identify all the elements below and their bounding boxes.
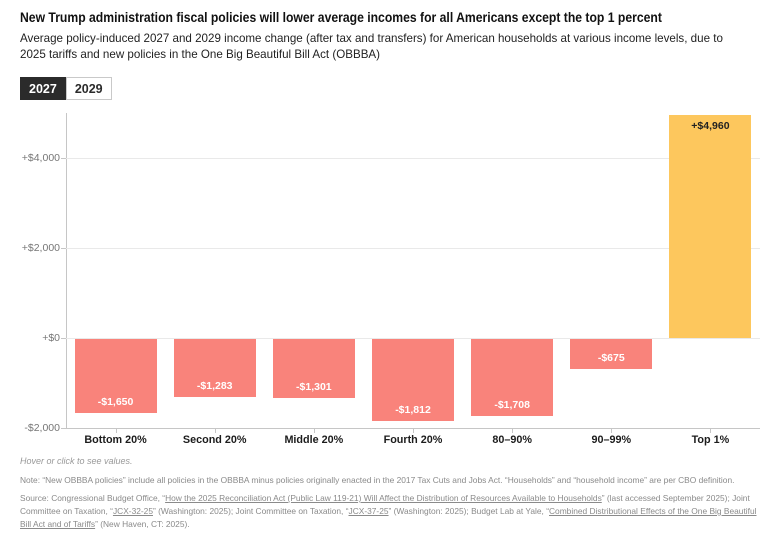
bar-value-label: -$1,812 [395, 403, 431, 416]
bar-value-label: -$1,650 [97, 396, 134, 409]
x-tick [413, 428, 414, 433]
bar-80–90%[interactable]: -$1,708 [471, 339, 554, 416]
tab-2029[interactable]: 2029 [65, 77, 112, 100]
source-text-segment: ” (New Haven, CT: 2025). [95, 518, 190, 529]
source-link[interactable]: Combined Distributional Effects of the O… [20, 505, 757, 529]
x-tick [115, 428, 117, 433]
source-text-segment: ” (Washington: 2025); Joint Committee on… [152, 505, 349, 516]
source-text-segment: ” (Washington: 2025); Budget Lab at Yale… [388, 505, 549, 516]
y-axis-line [66, 113, 67, 429]
x-tick [512, 428, 514, 433]
bar-90–99%[interactable]: -$675 [570, 339, 653, 370]
year-tabs: 2027 2029 [20, 77, 112, 100]
plot-area: -$1,650 Bottom 20% -$1,283 Second 20% -$1,30… [61, 113, 760, 446]
hover-hint: Hover or click to see values. [20, 456, 133, 466]
x-tick [313, 428, 315, 433]
source-text: Source: Congressional Budget Office, “Ho… [20, 492, 760, 530]
x-axis-label-80–90%: 80–90% [492, 434, 532, 446]
y-axis-label: +$0 [42, 332, 60, 344]
y-tick [61, 158, 66, 159]
x-axis-label-Middle 20%: Middle 20% [284, 434, 344, 446]
gridline-4000 [66, 158, 760, 159]
y-tick [61, 248, 66, 249]
x-tick [214, 428, 216, 433]
source-link[interactable]: JCX-37-25 [348, 505, 389, 516]
chart-subtitle: Average policy-induced 2027 and 2029 inc… [20, 32, 723, 61]
bar-Middle 20%[interactable]: -$1,301 [272, 339, 355, 398]
bar-Fourth 20%[interactable]: -$1,812 [372, 339, 454, 421]
y-tick [61, 338, 66, 339]
x-axis-label-Top 1%: Top 1% [691, 434, 730, 446]
y-axis-label: +$2,000 [21, 242, 60, 254]
x-tick [611, 428, 613, 433]
x-axis-label-Bottom 20%: Bottom 20% [84, 434, 147, 446]
source-link[interactable]: How the 2025 Reconciliation Act (Public … [165, 493, 602, 503]
bar-value-label: +$4,960 [691, 119, 730, 132]
page-title: New Trump administration fiscal policies… [20, 9, 662, 25]
bar-Bottom 20%[interactable]: -$1,650 [74, 339, 157, 414]
bar-Top 1%[interactable]: +$4,960 [669, 114, 752, 338]
source-text-segment: Source: Congressional Budget Office, “ [20, 493, 166, 503]
y-axis-label: +$4,000 [21, 152, 60, 164]
gridline-0 [66, 338, 760, 339]
bar-value-label: -$675 [597, 352, 625, 365]
bar-value-label: -$1,283 [196, 379, 233, 392]
bar-value-label: -$1,301 [296, 380, 332, 393]
x-axis-label-Second 20%: Second 20% [182, 434, 247, 446]
tab-2027[interactable]: 2027 [20, 77, 66, 100]
y-tick [61, 428, 66, 429]
gridline-2000 [66, 248, 760, 249]
x-axis-label-Fourth 20%: Fourth 20% [383, 434, 443, 446]
note-text: Note: “New OBBBA policies” include all p… [20, 475, 735, 485]
y-axis-label: -$2,000 [24, 422, 60, 434]
source-link[interactable]: JCX-32-25 [112, 505, 153, 516]
bar-Second 20%[interactable]: -$1,283 [173, 339, 256, 397]
x-tick [710, 428, 712, 433]
source-text-segment: ” (last accessed September 2025); Joint … [20, 493, 750, 516]
x-axis-label-90–99%: 90–99% [591, 434, 632, 446]
bar-value-label: -$1,708 [494, 398, 530, 411]
